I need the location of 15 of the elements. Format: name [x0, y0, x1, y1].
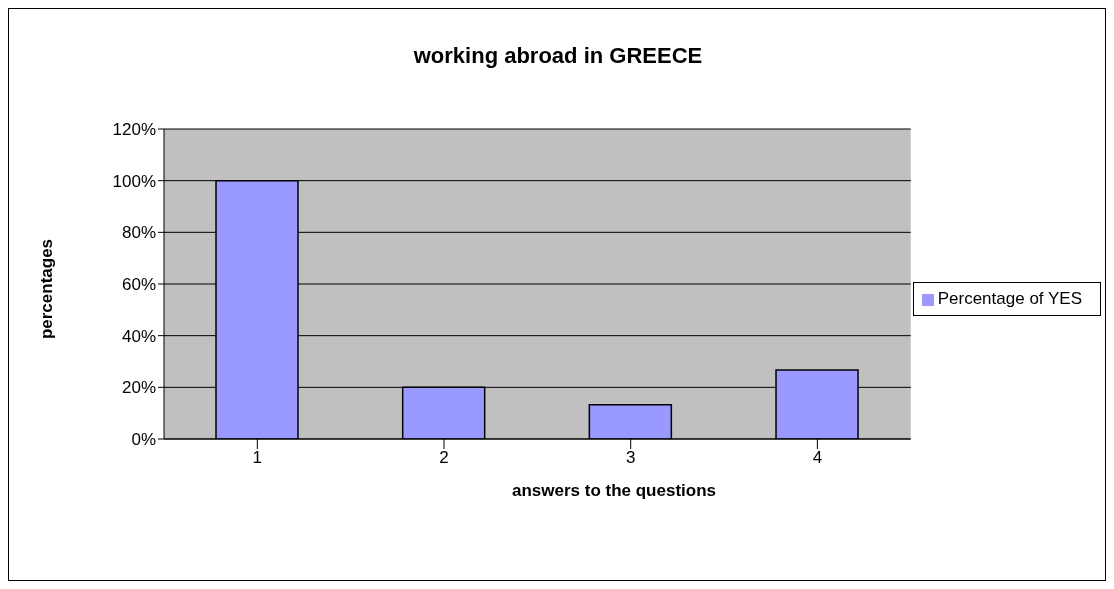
x-tick-label: 3 [625, 448, 636, 468]
x-axis-title: answers to the questions [510, 480, 717, 502]
legend-label: Percentage of YES [937, 289, 1082, 308]
x-tick-label: 4 [812, 448, 823, 468]
y-tick-label: 0% [131, 430, 156, 450]
x-tick-label: 2 [439, 448, 449, 468]
y-tick-label: 40% [121, 326, 156, 346]
y-tick-label: 100% [112, 171, 156, 191]
y-tick-label: 20% [121, 378, 156, 398]
chart-title: working abroad in GREECE [412, 43, 704, 69]
x-tick-label: 1 [252, 448, 263, 468]
y-tick-label: 80% [121, 223, 156, 243]
y-axis-title: percentages [37, 238, 57, 340]
y-tick-label: 60% [121, 275, 156, 295]
y-tick-label: 120% [112, 120, 156, 140]
